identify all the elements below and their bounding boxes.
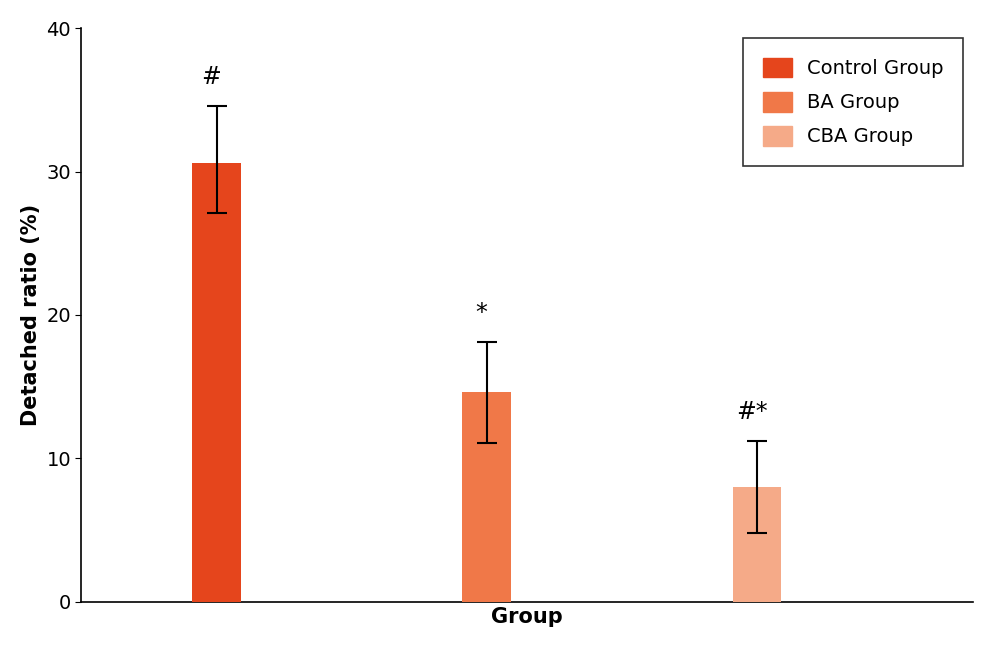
Text: #*: #* — [736, 400, 767, 424]
X-axis label: Group: Group — [491, 607, 564, 627]
Text: #: # — [201, 65, 221, 89]
Legend: Control Group, BA Group, CBA Group: Control Group, BA Group, CBA Group — [744, 38, 963, 166]
Text: *: * — [475, 301, 487, 325]
Y-axis label: Detached ratio (%): Detached ratio (%) — [21, 204, 41, 426]
Bar — [462, 393, 511, 601]
Bar — [192, 163, 241, 601]
Bar — [733, 487, 781, 601]
